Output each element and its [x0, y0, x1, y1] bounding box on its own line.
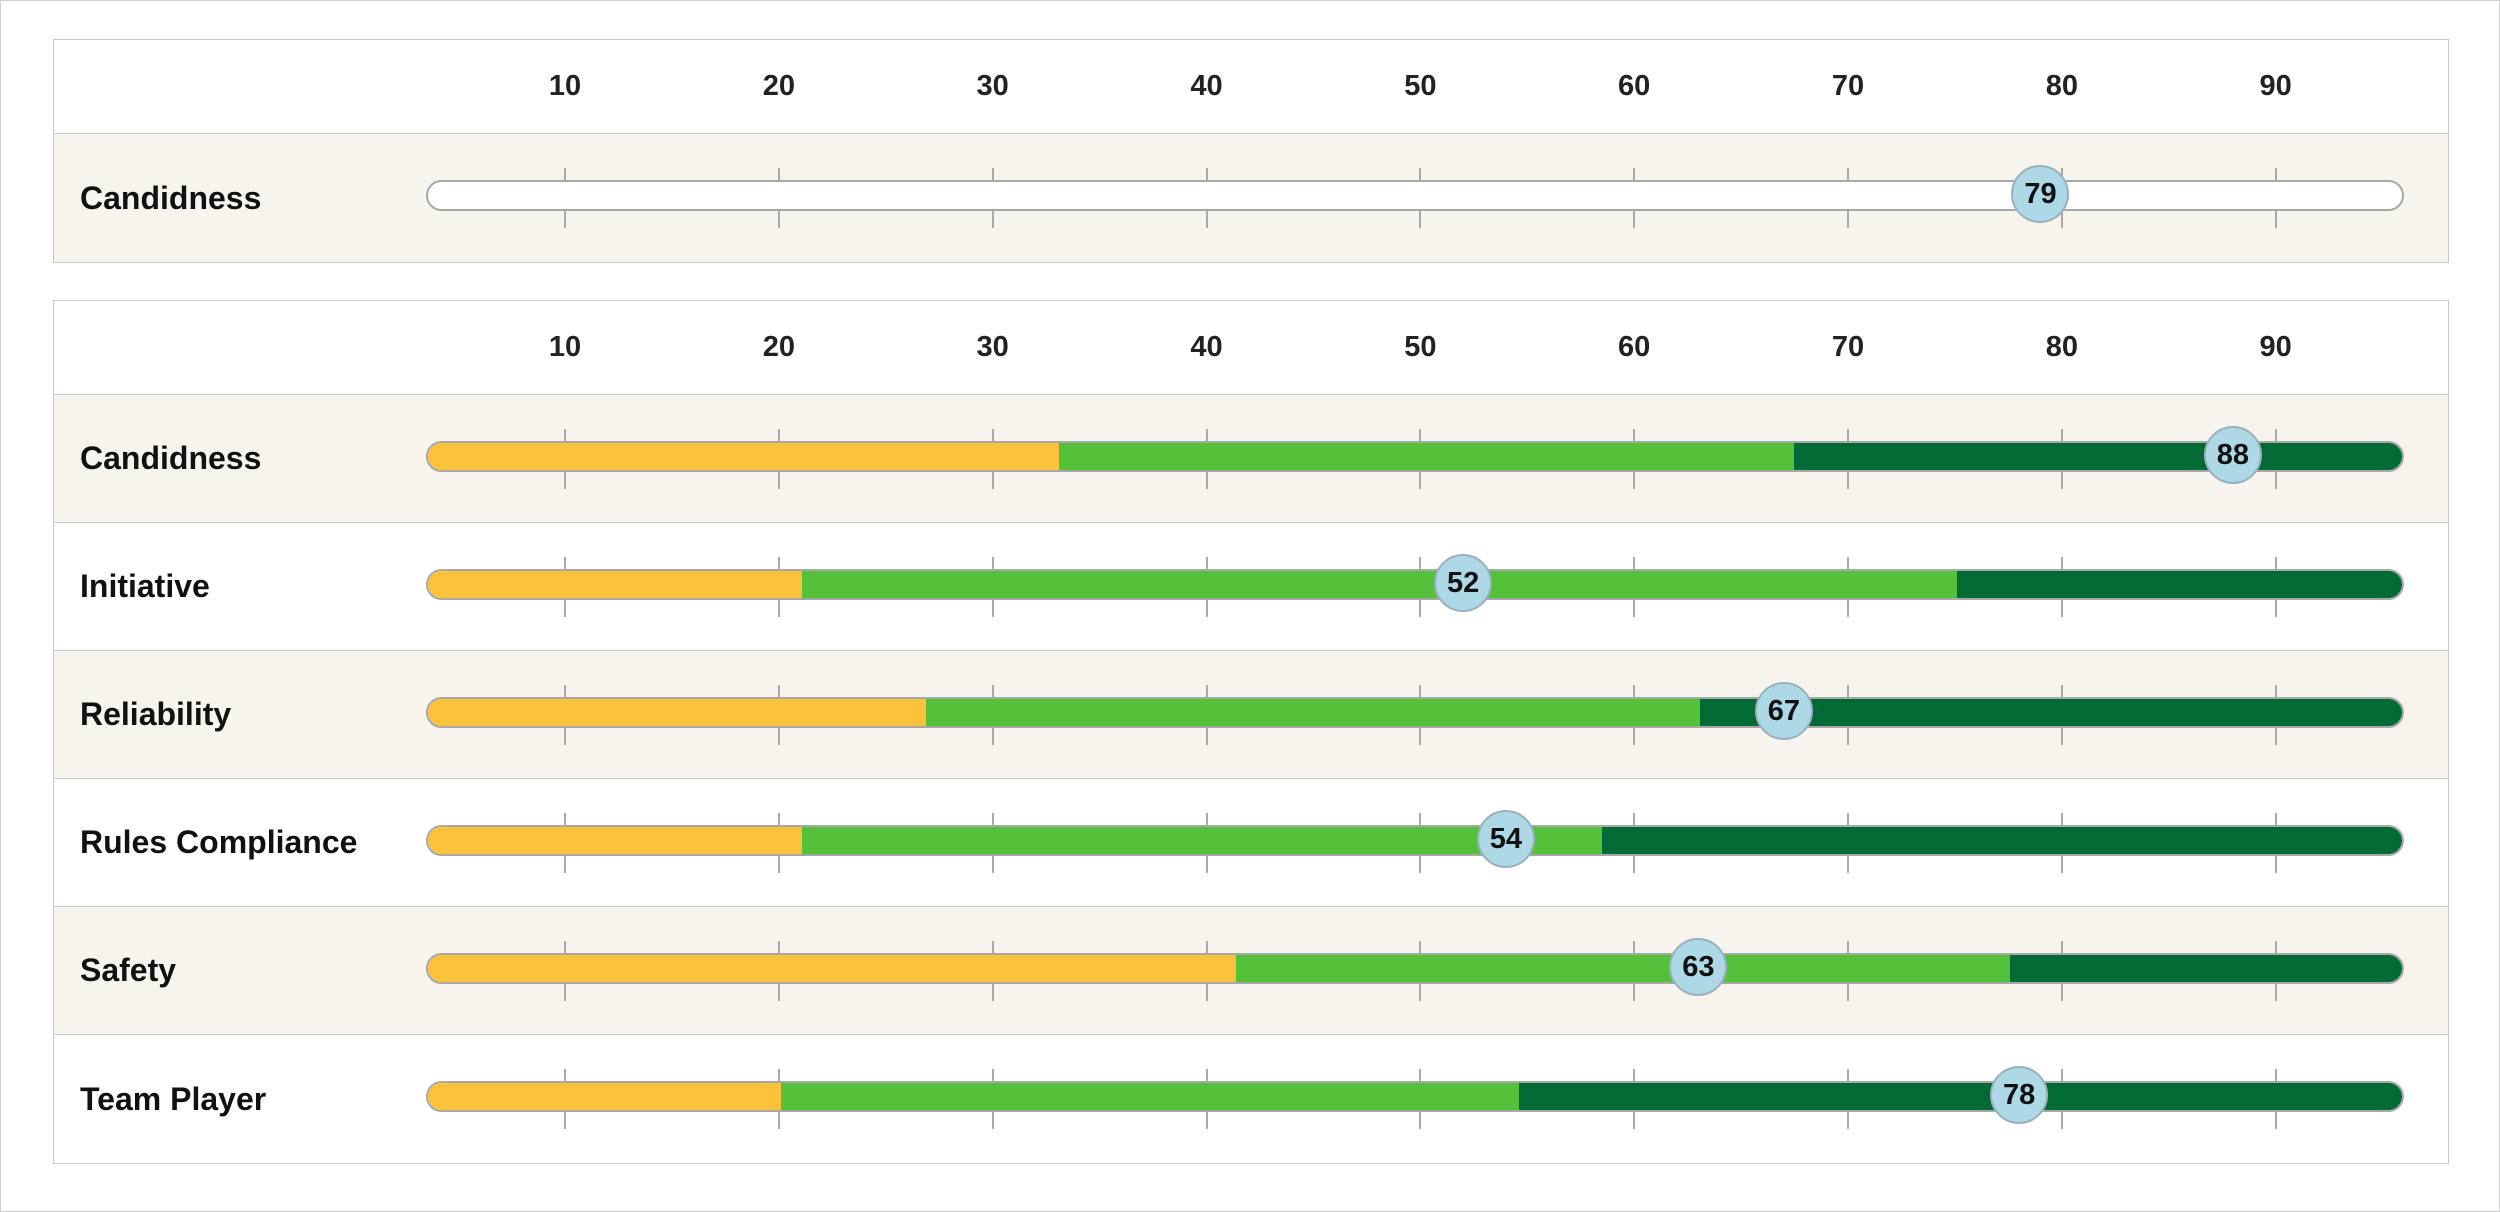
scale-row: Candidness 79 — [54, 134, 2448, 262]
scale-track — [426, 697, 2404, 728]
band-segment-low — [428, 955, 1237, 982]
band-segment-low — [428, 699, 927, 726]
band-segment-mid — [802, 827, 1602, 854]
row-label: Safety — [80, 952, 177, 988]
band-segment-high — [1794, 443, 2402, 470]
row-label: Reliability — [80, 696, 232, 732]
scale-track — [426, 441, 2404, 472]
axis-tick-label: 90 — [2259, 331, 2292, 363]
axis-tick-label: 80 — [2045, 70, 2078, 102]
axis-tick-label: 10 — [548, 331, 582, 363]
score-marker: 52 — [1434, 554, 1493, 612]
scale-row: Initiative 52 — [54, 523, 2448, 651]
axis-tick-label: 20 — [762, 70, 795, 102]
band-segment-low — [428, 827, 803, 854]
scale-row: Candidness 88 — [54, 395, 2448, 523]
axis-tick-label: 80 — [2045, 331, 2078, 363]
row-label: Candidness — [80, 179, 262, 216]
band-segment-low — [428, 571, 803, 598]
axis-tick-label: 60 — [1618, 331, 1651, 363]
score-marker: 78 — [1990, 1066, 2049, 1124]
axis-tick-label: 10 — [548, 70, 582, 102]
band-segment-mid — [1236, 955, 2011, 982]
band-segment-low — [428, 1083, 781, 1110]
axis-header: 10 20 30 40 50 60 70 80 90 — [54, 301, 2448, 395]
score-marker: 79 — [2011, 165, 2070, 223]
band-segment-high — [1700, 699, 2402, 726]
band-segment-low — [428, 443, 1059, 470]
axis-tick-label: 40 — [1190, 331, 1223, 363]
axis-tick-label: 30 — [976, 331, 1009, 363]
scale-row: Rules Compliance 54 — [54, 779, 2448, 907]
row-label: Candidness — [80, 440, 262, 476]
detail-scale-panel: 10 20 30 40 50 60 70 80 90 Candidness 88 Initiative… — [53, 300, 2449, 1164]
band-segment-mid — [780, 1083, 1519, 1110]
scale-track — [426, 1081, 2404, 1112]
scale-row: Reliability 67 — [54, 651, 2448, 779]
axis-tick-label: 70 — [1831, 70, 1865, 102]
score-marker: 88 — [2203, 426, 2262, 484]
score-marker: 67 — [1754, 682, 1813, 740]
axis-tick-label: 50 — [1404, 331, 1437, 363]
scale-track — [426, 569, 2404, 600]
scale-row: Team Player 78 — [54, 1035, 2448, 1163]
axis-tick-label: 70 — [1831, 331, 1865, 363]
band-segment-mid — [1058, 443, 1795, 470]
row-label: Initiative — [80, 568, 210, 604]
axis-header: 10 20 30 40 50 60 70 80 90 — [54, 40, 2448, 134]
band-segment-high — [1518, 1083, 2402, 1110]
axis-tick-label: 50 — [1404, 70, 1437, 102]
score-marker: 63 — [1669, 938, 1728, 996]
band-segment-high — [1601, 827, 2402, 854]
scale-track — [426, 825, 2404, 856]
band-segment-high — [1956, 571, 2402, 598]
scale-track — [426, 180, 2404, 211]
band-segment-mid — [802, 571, 1957, 598]
band-segment-high — [2010, 955, 2402, 982]
axis-tick-label: 90 — [2259, 70, 2292, 102]
row-label: Team Player — [80, 1080, 267, 1117]
axis-tick-label: 40 — [1190, 70, 1223, 102]
axis-tick-label: 60 — [1618, 70, 1651, 102]
axis-tick-label: 30 — [976, 70, 1009, 102]
scale-row: Safety 63 — [54, 907, 2448, 1035]
scale-track — [426, 953, 2404, 984]
row-label: Rules Compliance — [80, 824, 358, 860]
band-segment-mid — [926, 699, 1701, 726]
score-marker: 54 — [1476, 810, 1535, 868]
axis-tick-label: 20 — [762, 331, 795, 363]
summary-scale-panel: 10 20 30 40 50 60 70 80 90 Candidness 79 — [53, 39, 2449, 263]
